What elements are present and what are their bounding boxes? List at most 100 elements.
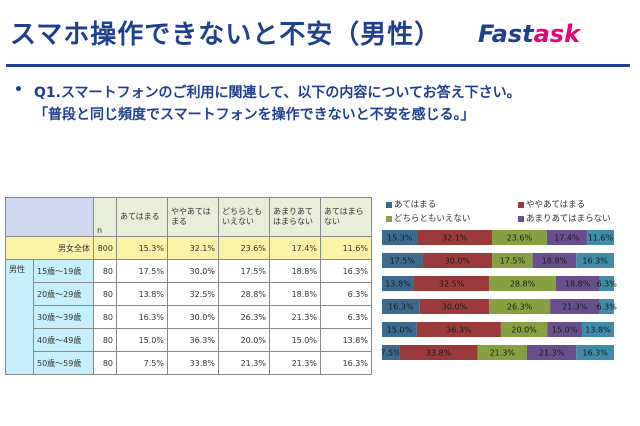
bar-value-label: 21.3% bbox=[562, 303, 588, 312]
bar-segment bbox=[382, 230, 418, 245]
table-row: 50歳～59歳 80 7.5% 33.8% 21.3% 21.3% 16.3% bbox=[6, 351, 372, 375]
table-row: 40歳～49歳 80 15.0% 36.3% 20.0% 15.0% 13.8% bbox=[6, 328, 372, 352]
bar-segment bbox=[382, 322, 417, 337]
table-row: 30歳～39歳 80 16.3% 30.0% 26.3% 21.3% 6.3% bbox=[6, 305, 372, 329]
bar-segment bbox=[382, 253, 423, 268]
bar-segment bbox=[419, 299, 490, 314]
table-row: 20歳～29歳 80 13.8% 32.5% 28.8% 18.8% 6.3% bbox=[6, 282, 372, 306]
bar-segment bbox=[417, 230, 492, 245]
bar-segment bbox=[582, 322, 614, 337]
bar-value-label: 13.8% bbox=[385, 280, 411, 289]
table-cell: 17.4% bbox=[269, 236, 321, 260]
bar-segment bbox=[599, 299, 614, 314]
row-n: 80 bbox=[93, 328, 117, 352]
table-cell: 7.5% bbox=[116, 351, 168, 375]
bar-value-label: 28.8% bbox=[510, 280, 536, 289]
title-divider bbox=[6, 64, 630, 67]
row-label: 男女全体 bbox=[5, 236, 94, 260]
row-n: 80 bbox=[93, 305, 117, 329]
legend-swatch bbox=[518, 201, 524, 208]
bar-value-label: 17.4% bbox=[554, 234, 580, 243]
bar-segment bbox=[555, 276, 600, 291]
stacked-bar-chart: 15.3% 32.1% 23.6% 17.4% 11.6% 17.5% 30.0% 17.5%… bbox=[381, 230, 618, 360]
table-cell: 17.5% bbox=[116, 259, 168, 283]
header-col: あまりあてはまらない bbox=[269, 197, 321, 237]
bar-segment bbox=[416, 322, 501, 337]
bar-value-label: 32.5% bbox=[439, 280, 465, 289]
bar-value-label: 23.6% bbox=[507, 234, 533, 243]
bar-value-label: 7.5% bbox=[381, 349, 402, 358]
bar-value-label: 20.0% bbox=[511, 326, 537, 335]
table-cell: 32.1% bbox=[167, 236, 219, 260]
row-n: 80 bbox=[93, 282, 117, 306]
bar-value-label: 21.3% bbox=[490, 349, 516, 358]
bar-value-label: 32.1% bbox=[442, 234, 468, 243]
legend-item: あてはまる bbox=[386, 198, 436, 210]
bar-value-label: 36.3% bbox=[446, 326, 472, 335]
bar-value-label: 18.8% bbox=[542, 257, 568, 266]
table-cell: 11.6% bbox=[320, 236, 372, 260]
table-cell: 36.3% bbox=[167, 328, 219, 352]
bar-value-label: 11.6% bbox=[588, 234, 614, 243]
table-cell: 18.8% bbox=[269, 259, 321, 283]
bar-segment bbox=[413, 276, 490, 291]
row-n: 80 bbox=[93, 259, 117, 283]
table-cell: 17.5% bbox=[218, 259, 270, 283]
bar-segment bbox=[500, 322, 548, 337]
bar-segment bbox=[489, 276, 556, 291]
table-cell: 32.5% bbox=[167, 282, 219, 306]
bar-value-label: 33.8% bbox=[426, 349, 452, 358]
bullet-icon: • bbox=[14, 82, 23, 98]
bar-value-label: 16.3% bbox=[582, 257, 608, 266]
bar-segment bbox=[550, 299, 600, 314]
table-cell: 23.6% bbox=[218, 236, 270, 260]
legend-swatch bbox=[386, 201, 392, 208]
bar-segment bbox=[382, 276, 414, 291]
table-row-total: 男女全体 800 15.3% 32.1% 23.6% 17.4% 11.6% bbox=[5, 236, 372, 260]
bar-value-label: 18.8% bbox=[565, 280, 591, 289]
header-col: どちらともいえない bbox=[218, 197, 270, 237]
bar-segment bbox=[599, 276, 614, 291]
bar-segment bbox=[492, 253, 533, 268]
table-header-row: n あてはまる ややあてはまる どちらともいえない あまりあてはまらない あては… bbox=[5, 197, 372, 237]
legend-swatch bbox=[518, 215, 524, 222]
table-cell: 30.0% bbox=[167, 305, 219, 329]
table-cell: 16.3% bbox=[320, 351, 372, 375]
question-statement: 「普段と同じ頻度でスマートフォンを操作できないと不安を感じる。」 bbox=[34, 107, 475, 123]
table-cell: 28.8% bbox=[218, 282, 270, 306]
header-col: あてはまらない bbox=[320, 197, 372, 237]
question-text: Q1.スマートフォンのご利用に関連して、以下の内容についてお答え下さい。 bbox=[34, 85, 521, 101]
results-table: n あてはまる ややあてはまる どちらともいえない あまりあてはまらない あては… bbox=[5, 197, 372, 375]
bar-value-label: 17.5% bbox=[390, 257, 416, 266]
table-cell: 18.8% bbox=[269, 282, 321, 306]
table-cell: 15.3% bbox=[116, 236, 168, 260]
bar-value-label: 15.0% bbox=[552, 326, 578, 335]
row-label: 15歳～19歳 bbox=[33, 259, 94, 283]
bar-segment bbox=[422, 253, 493, 268]
bar-segment bbox=[576, 345, 614, 360]
bar-segment bbox=[546, 230, 588, 245]
table-cell: 33.8% bbox=[167, 351, 219, 375]
table-cell: 15.0% bbox=[269, 328, 321, 352]
bar-value-label: 26.3% bbox=[507, 303, 533, 312]
legend-item: どちらともいえない bbox=[386, 212, 470, 224]
bar-segment bbox=[532, 253, 577, 268]
bar-segment bbox=[399, 345, 478, 360]
table-cell: 15.0% bbox=[116, 328, 168, 352]
table-cell: 21.3% bbox=[269, 351, 321, 375]
bar-segment bbox=[382, 299, 420, 314]
bar-segment bbox=[491, 230, 547, 245]
page-title: スマホ操作できないと不安（男性） bbox=[10, 20, 442, 50]
table-cell: 30.0% bbox=[167, 259, 219, 283]
bar-value-label: 6.3% bbox=[597, 280, 618, 289]
row-label: 20歳～29歳 bbox=[33, 282, 94, 306]
bar-value-label: 15.3% bbox=[387, 234, 413, 243]
header-col: ややあてはまる bbox=[167, 197, 219, 237]
bar-segment bbox=[576, 253, 614, 268]
table-cell: 21.3% bbox=[218, 351, 270, 375]
bar-segment bbox=[547, 322, 583, 337]
header-n: n bbox=[93, 197, 117, 237]
fastask-logo: Fastask bbox=[478, 20, 581, 48]
header-blank-cell bbox=[5, 197, 94, 237]
bar-value-label: 16.3% bbox=[388, 303, 414, 312]
